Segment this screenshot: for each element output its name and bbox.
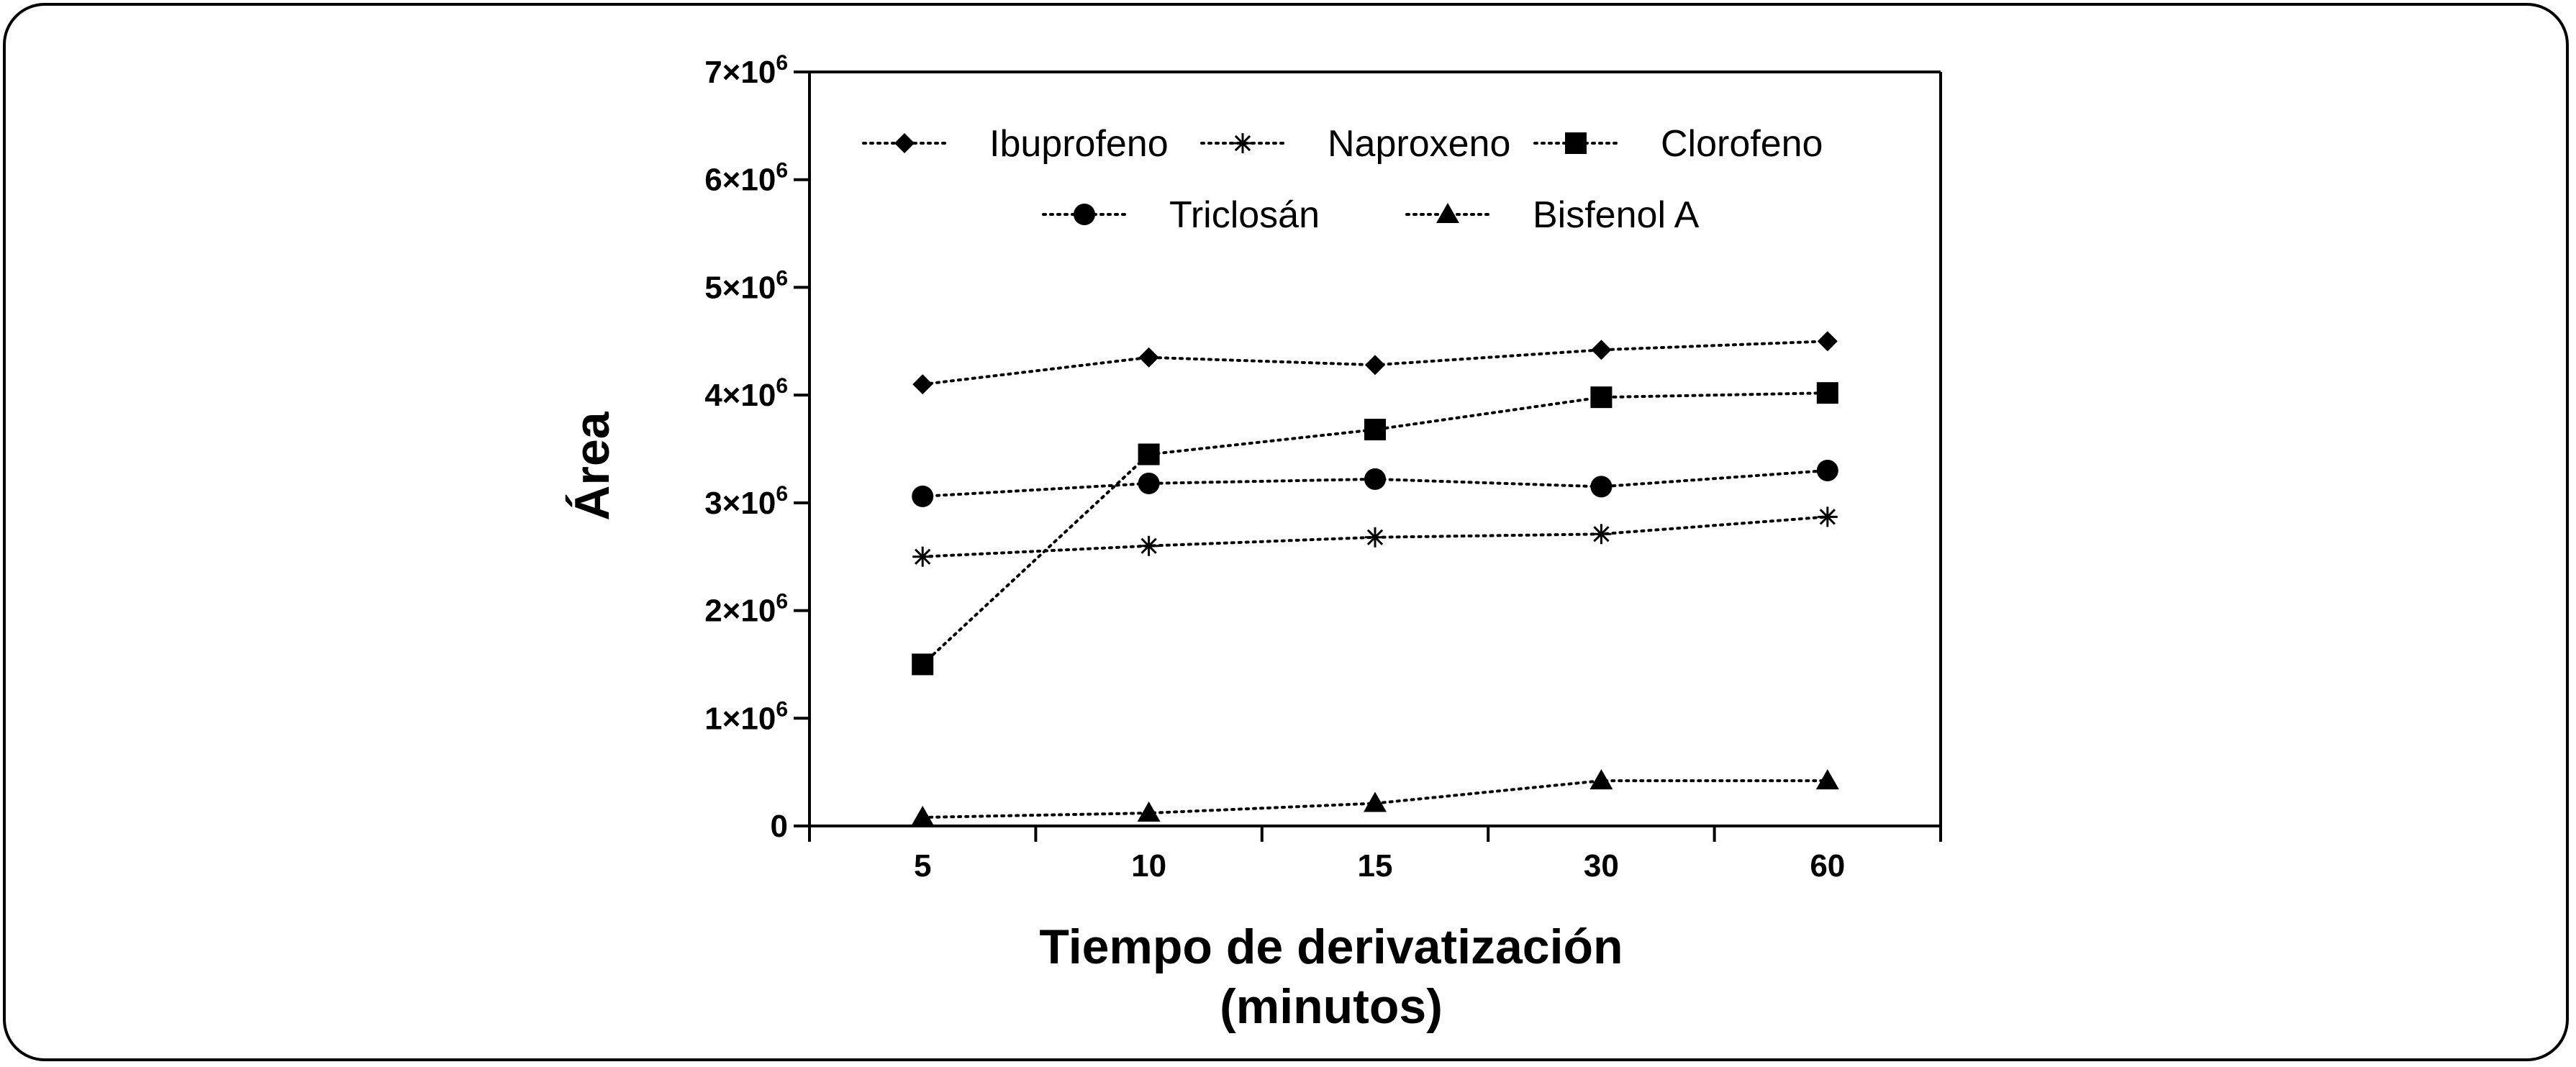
triangle-marker xyxy=(911,806,935,827)
legend-label: Triclosán xyxy=(1169,194,1320,236)
x-tick-label: 30 xyxy=(1584,848,1619,884)
x-axis-title-line-2: (minutos) xyxy=(1220,979,1443,1034)
y-tick-label: 2×106 xyxy=(704,590,788,629)
data-point xyxy=(1365,527,1385,548)
data-point xyxy=(1364,791,1387,812)
x-axis-title-line-1: Tiempo de derivatización xyxy=(1039,920,1623,974)
circle-marker xyxy=(1138,472,1160,494)
legend-marker xyxy=(1565,132,1587,154)
y-axis-title: Área xyxy=(565,411,620,520)
data-point xyxy=(1364,468,1386,490)
y-tick-label: 7×106 xyxy=(704,51,788,90)
star-stroke xyxy=(915,548,931,565)
square-marker xyxy=(1138,443,1160,466)
legend-marker xyxy=(894,133,915,153)
legend-entry: Naproxeno xyxy=(1200,123,1510,165)
data-point xyxy=(1365,355,1385,376)
diamond-marker xyxy=(1817,331,1838,352)
triangle-marker xyxy=(1815,769,1839,790)
y-tick-label: 3×106 xyxy=(704,482,788,521)
legend-marker xyxy=(1074,204,1095,225)
x-tick-label: 15 xyxy=(1358,848,1393,884)
diamond-marker xyxy=(1365,355,1385,376)
y-tick-label: 1×106 xyxy=(704,697,788,736)
data-point xyxy=(1817,331,1838,352)
triangle-marker xyxy=(1436,203,1459,223)
legend-label: Naproxeno xyxy=(1328,123,1510,165)
diamond-marker xyxy=(1138,347,1159,368)
data-point xyxy=(912,374,933,395)
data-point xyxy=(1815,769,1839,790)
square-marker xyxy=(1364,419,1386,441)
square-marker xyxy=(912,653,934,676)
data-point xyxy=(1590,476,1613,498)
square-marker xyxy=(1565,132,1587,154)
star-stroke xyxy=(1593,526,1610,542)
data-point xyxy=(1591,524,1612,545)
data-point xyxy=(911,806,935,827)
data-point xyxy=(912,485,934,507)
triangle-marker xyxy=(1137,802,1161,822)
legend-entry: Clorofeno xyxy=(1533,123,1823,165)
data-point xyxy=(1137,802,1161,822)
y-tick-label: 0 xyxy=(771,809,788,844)
data-point xyxy=(1138,535,1159,556)
star-stroke xyxy=(1819,509,1836,525)
data-point xyxy=(912,546,933,567)
data-point xyxy=(1590,386,1613,409)
legend-label: Clorofeno xyxy=(1661,123,1823,165)
x-tick-label: 10 xyxy=(1131,848,1166,884)
square-marker xyxy=(1816,382,1838,404)
data-point xyxy=(1364,419,1386,441)
legend-marker xyxy=(1436,203,1459,223)
data-point xyxy=(1816,459,1838,481)
data-point xyxy=(912,653,934,676)
data-point xyxy=(1817,507,1838,527)
circle-marker xyxy=(1074,204,1095,225)
data-point xyxy=(1138,472,1160,494)
data-point xyxy=(1591,340,1612,360)
legend-marker xyxy=(1233,133,1253,153)
circle-marker xyxy=(912,485,934,507)
y-tick-label: 4×106 xyxy=(704,374,788,413)
diamond-marker xyxy=(912,374,933,395)
circle-marker xyxy=(1364,468,1386,490)
star-stroke xyxy=(1140,537,1157,554)
legend-entry: Bisfenol A xyxy=(1405,194,1700,236)
diamond-marker xyxy=(1591,340,1612,360)
diamond-marker xyxy=(894,133,915,153)
star-stroke xyxy=(1234,135,1251,152)
data-point xyxy=(1138,347,1159,368)
legend-entry: Triclosán xyxy=(1042,194,1320,236)
triangle-marker xyxy=(1364,791,1387,812)
legend-label: Bisfenol A xyxy=(1533,194,1700,236)
triangle-marker xyxy=(1589,769,1613,790)
data-point xyxy=(1589,769,1613,790)
legend-entry: Ibuprofeno xyxy=(862,123,1169,165)
data-point xyxy=(1138,443,1160,466)
circle-marker xyxy=(1816,459,1838,481)
star-stroke xyxy=(1366,529,1384,545)
x-tick-label: 5 xyxy=(914,848,931,884)
square-marker xyxy=(1590,386,1613,409)
chart-frame xyxy=(3,3,2569,1061)
data-point xyxy=(1816,382,1838,404)
legend-label: Ibuprofeno xyxy=(989,123,1169,165)
x-tick-label: 60 xyxy=(1810,848,1845,884)
circle-marker xyxy=(1590,476,1613,498)
y-tick-label: 6×106 xyxy=(704,159,788,198)
y-tick-label: 5×106 xyxy=(704,266,788,305)
